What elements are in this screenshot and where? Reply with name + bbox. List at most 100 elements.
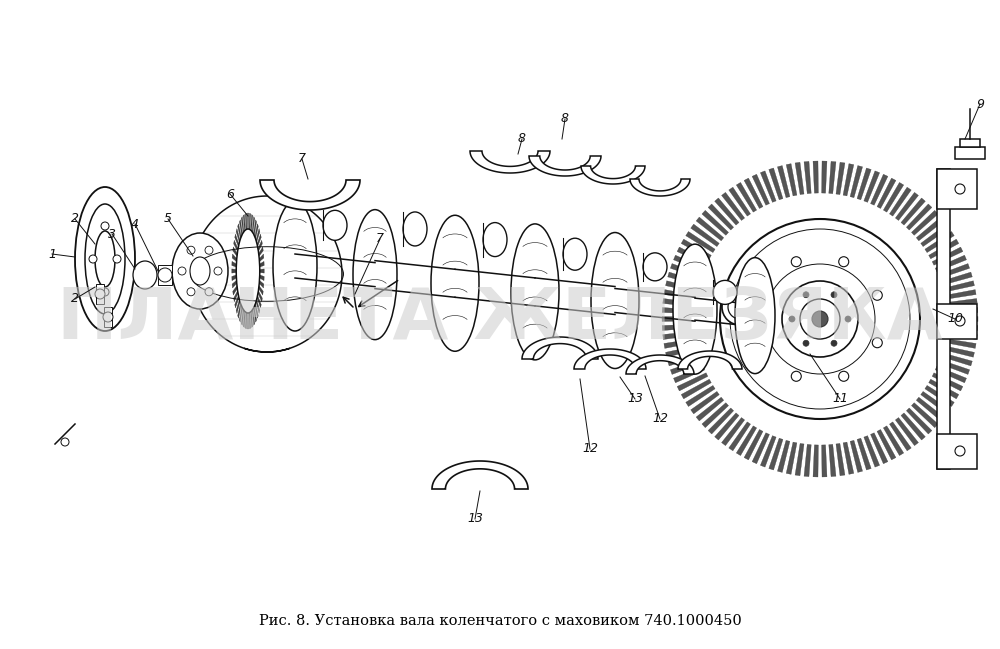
Polygon shape <box>663 332 695 339</box>
Polygon shape <box>243 311 245 328</box>
Polygon shape <box>795 162 804 195</box>
Polygon shape <box>245 312 247 329</box>
Polygon shape <box>691 224 719 247</box>
Polygon shape <box>260 180 360 210</box>
Circle shape <box>872 290 882 300</box>
Polygon shape <box>883 182 904 212</box>
Polygon shape <box>929 379 959 399</box>
Polygon shape <box>752 433 769 464</box>
Polygon shape <box>895 417 918 446</box>
Polygon shape <box>722 192 745 221</box>
Polygon shape <box>664 289 696 299</box>
Ellipse shape <box>85 204 125 314</box>
Polygon shape <box>233 286 237 295</box>
Polygon shape <box>708 204 734 230</box>
Circle shape <box>955 446 965 456</box>
Polygon shape <box>232 262 236 267</box>
Ellipse shape <box>722 289 758 325</box>
Polygon shape <box>937 169 950 469</box>
Polygon shape <box>254 220 257 236</box>
Polygon shape <box>257 295 261 308</box>
Polygon shape <box>945 332 977 339</box>
Polygon shape <box>752 175 769 205</box>
Polygon shape <box>889 187 911 216</box>
Polygon shape <box>251 311 253 328</box>
Polygon shape <box>871 433 888 464</box>
Circle shape <box>205 246 213 254</box>
Polygon shape <box>235 295 239 308</box>
Circle shape <box>845 316 851 322</box>
Polygon shape <box>249 312 251 329</box>
Text: 1: 1 <box>48 247 56 260</box>
Polygon shape <box>686 386 715 406</box>
Text: 7: 7 <box>298 153 306 165</box>
Circle shape <box>803 340 809 347</box>
Polygon shape <box>260 262 264 267</box>
Polygon shape <box>836 443 845 476</box>
Polygon shape <box>241 309 244 325</box>
Polygon shape <box>850 440 863 472</box>
Polygon shape <box>238 303 241 318</box>
Polygon shape <box>921 224 949 247</box>
Polygon shape <box>670 263 702 278</box>
Text: 7: 7 <box>376 232 384 245</box>
Polygon shape <box>235 234 239 247</box>
Polygon shape <box>944 339 976 349</box>
Polygon shape <box>932 247 963 265</box>
Circle shape <box>955 316 965 326</box>
Polygon shape <box>256 228 260 242</box>
Ellipse shape <box>735 258 775 374</box>
Polygon shape <box>935 366 966 383</box>
Ellipse shape <box>353 210 397 339</box>
Polygon shape <box>877 178 896 208</box>
Polygon shape <box>715 198 739 225</box>
Ellipse shape <box>643 253 667 281</box>
Polygon shape <box>736 182 757 212</box>
Polygon shape <box>247 313 249 329</box>
Polygon shape <box>925 232 954 252</box>
Polygon shape <box>626 355 694 374</box>
Polygon shape <box>916 217 944 241</box>
Polygon shape <box>901 198 925 225</box>
Polygon shape <box>843 442 854 474</box>
Polygon shape <box>236 228 240 242</box>
Circle shape <box>89 255 97 263</box>
Polygon shape <box>942 281 974 293</box>
Polygon shape <box>666 281 698 293</box>
Text: 8: 8 <box>561 112 569 125</box>
Polygon shape <box>254 306 257 323</box>
Circle shape <box>812 311 828 327</box>
Polygon shape <box>96 284 104 304</box>
Polygon shape <box>937 169 977 209</box>
Polygon shape <box>906 408 932 434</box>
Ellipse shape <box>403 212 427 246</box>
Polygon shape <box>238 224 241 239</box>
Polygon shape <box>857 438 871 470</box>
Polygon shape <box>822 445 827 477</box>
Text: 10: 10 <box>947 313 963 326</box>
Polygon shape <box>674 366 705 383</box>
Polygon shape <box>670 360 702 374</box>
Text: 5: 5 <box>164 212 172 225</box>
Circle shape <box>158 268 172 282</box>
Polygon shape <box>769 168 783 200</box>
Polygon shape <box>681 379 711 399</box>
Polygon shape <box>877 430 896 460</box>
Polygon shape <box>929 239 959 259</box>
Polygon shape <box>260 269 264 273</box>
Polygon shape <box>938 263 970 278</box>
Polygon shape <box>946 308 978 313</box>
Ellipse shape <box>431 215 479 351</box>
Circle shape <box>955 184 965 194</box>
Polygon shape <box>677 247 708 265</box>
Circle shape <box>103 312 113 322</box>
Text: 6: 6 <box>226 188 234 201</box>
Circle shape <box>803 292 809 298</box>
Polygon shape <box>574 349 646 369</box>
Polygon shape <box>916 397 944 421</box>
Polygon shape <box>241 217 244 233</box>
Text: ПЛАНЕТА ЖЕЛЕЗЯКА: ПЛАНЕТА ЖЕЛЕЗЯКА <box>57 284 943 354</box>
Ellipse shape <box>591 232 639 369</box>
Polygon shape <box>857 168 871 200</box>
Polygon shape <box>944 289 976 299</box>
